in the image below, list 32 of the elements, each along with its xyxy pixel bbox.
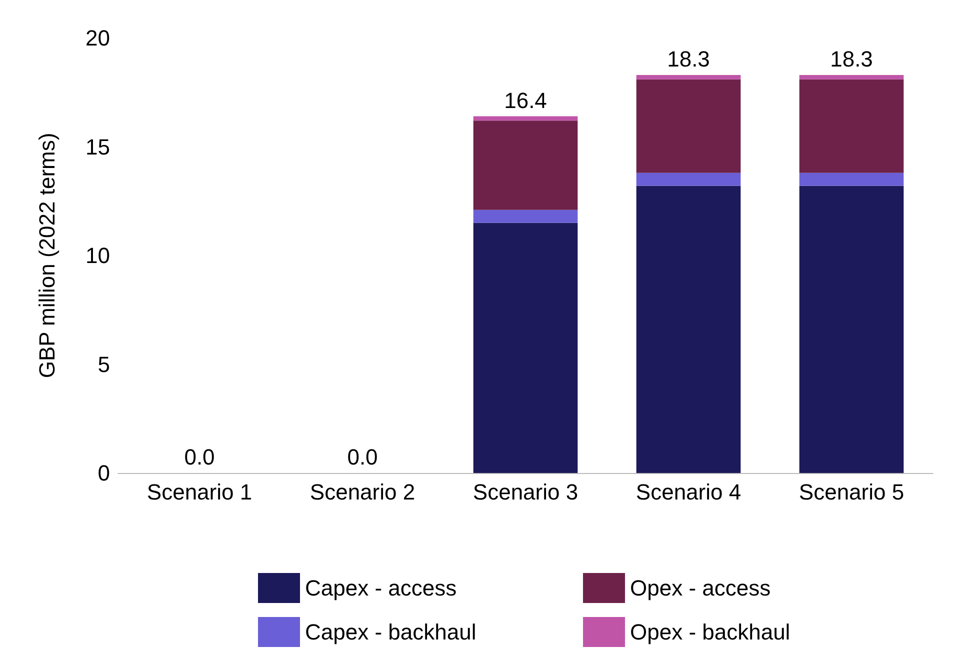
legend-label: Opex - backhaul <box>630 620 790 644</box>
total-label: 18.3 <box>667 46 710 72</box>
legend-label: Capex - access <box>305 576 457 600</box>
bar <box>473 120 578 210</box>
y-tick-label: 5 <box>98 352 110 377</box>
bar <box>636 74 741 80</box>
y-tick-label: 0 <box>98 460 110 486</box>
x-tick-label: Scenario 2 <box>310 480 416 504</box>
total-label: 0.0 <box>347 444 378 470</box>
total-label: 18.3 <box>830 46 873 72</box>
bar <box>636 79 741 173</box>
x-tick-label: Scenario 1 <box>146 480 252 504</box>
bar <box>799 74 904 80</box>
bar <box>473 210 578 223</box>
bar <box>636 172 741 186</box>
bar <box>636 186 741 473</box>
x-tick-label: Scenario 3 <box>472 480 578 504</box>
legend-label: Opex - access <box>630 576 771 600</box>
y-tick-label: 15 <box>86 134 110 160</box>
legend-label: Capex - backhaul <box>305 620 476 644</box>
bar <box>799 79 904 173</box>
total-label: 0.0 <box>184 444 215 470</box>
bar <box>473 116 578 121</box>
bar <box>473 222 578 473</box>
bar <box>799 172 904 186</box>
y-tick-label: 20 <box>86 26 110 50</box>
bar <box>799 186 904 473</box>
y-axis-title: GBP million (2022 terms) <box>34 132 60 378</box>
x-tick-label: Scenario 4 <box>636 480 742 504</box>
x-tick-label: Scenario 5 <box>798 480 904 504</box>
total-label: 16.4 <box>504 88 547 113</box>
y-tick-label: 10 <box>86 243 110 268</box>
